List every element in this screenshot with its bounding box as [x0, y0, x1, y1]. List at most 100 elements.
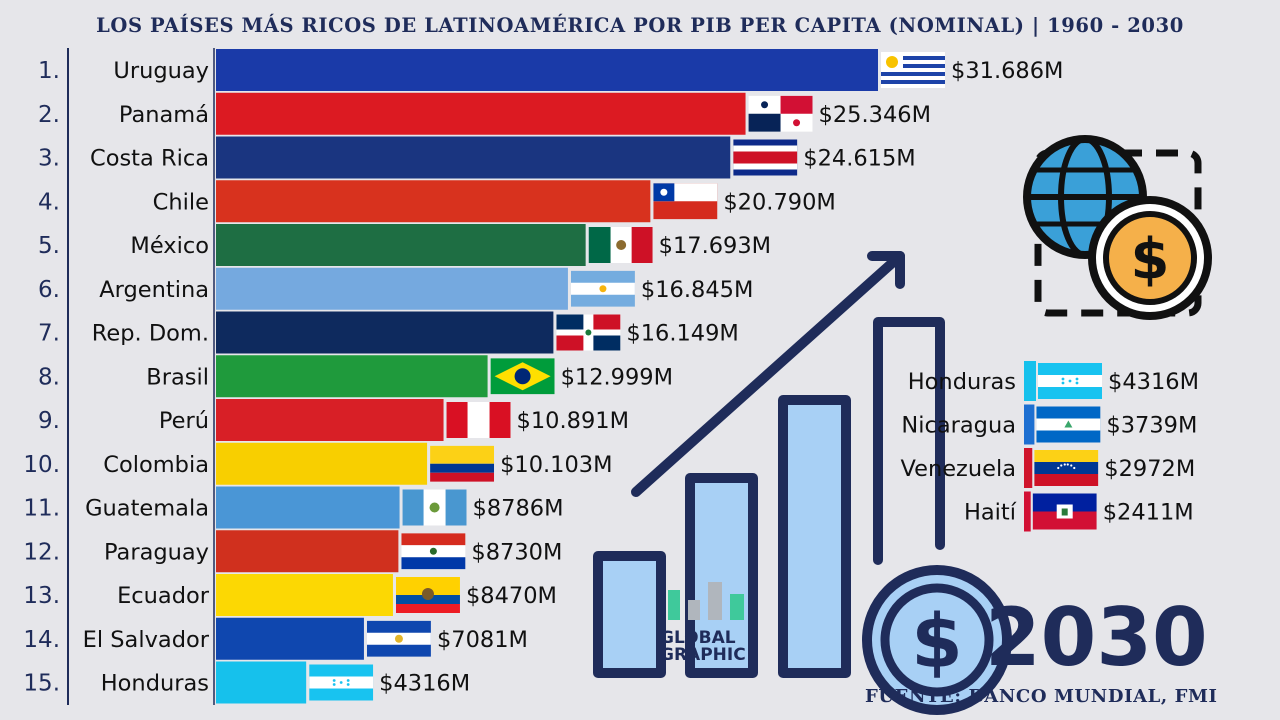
category-label-panam-: Panamá: [119, 102, 209, 128]
growth-chart-illustration: [593, 251, 945, 678]
rank-label: 8.: [38, 364, 60, 390]
chart-title: LOS PAÍSES MÁS RICOS DE LATINOAMÉRICA PO…: [96, 14, 1184, 37]
rank-label: 5.: [38, 233, 60, 259]
bar-rep-dom-: [216, 311, 554, 354]
flag-peru-icon: [446, 402, 511, 438]
category-label-colombia: Colombia: [103, 452, 209, 478]
bar-panam-: [216, 92, 746, 135]
rank-label: 13.: [23, 583, 60, 609]
category-label-guatemala: Guatemala: [85, 496, 209, 522]
flag-uruguay-icon: [881, 52, 945, 88]
bar-chile: [216, 180, 651, 223]
category-label-ecuador: Ecuador: [117, 583, 210, 609]
flag-guatemala-icon: [402, 489, 467, 526]
value-label-brasil: $12.999M: [561, 364, 673, 390]
value-label-el-salvador: $7081M: [437, 627, 528, 653]
brand-logo-icon: [668, 582, 744, 620]
category-label-chile: Chile: [153, 189, 209, 215]
illustration-bar-2: [685, 473, 758, 678]
value-label-honduras: $4316M: [379, 671, 470, 697]
brand-line-1: GLOBAL: [660, 628, 736, 648]
flag-nicaragua-icon: [1036, 406, 1101, 443]
rank-label: 6.: [38, 277, 60, 303]
rank-label: 3.: [38, 146, 60, 172]
value-label-costa-rica: $24.615M: [803, 146, 915, 172]
category-label-per-: Perú: [159, 408, 209, 434]
flag-ecuador-icon: [395, 577, 460, 613]
dollar-coin-icon: $: [862, 565, 1012, 715]
bar-m-xico: [216, 224, 586, 266]
category-label-argentina: Argentina: [99, 277, 209, 303]
secondary-bar-hait-: [1024, 491, 1031, 532]
bars-group: 1. Uruguay $31.686M 2. Panamá $25.346M 3. Costa…: [23, 49, 1063, 704]
secondary-label-nicaragua: Nicaragua: [901, 413, 1016, 439]
rank-label: 11.: [23, 496, 60, 522]
flag-panama-icon: [748, 95, 813, 132]
category-label-m-xico: México: [130, 233, 209, 259]
flag-honduras-icon: [309, 664, 374, 701]
secondary-value-nicaragua: $3739M: [1106, 413, 1197, 439]
brand-line-2: GRAPHIC: [660, 645, 746, 665]
secondary-value-venezuela: $2972M: [1104, 456, 1195, 482]
value-label-uruguay: $31.686M: [951, 58, 1063, 84]
bar-per-: [216, 399, 444, 441]
category-label-honduras: Honduras: [101, 671, 209, 697]
illustration-bar-1: [593, 551, 666, 678]
flag-colombia-icon: [430, 445, 495, 482]
secondary-value-hait-: $2411M: [1103, 500, 1194, 526]
category-label-rep-dom-: Rep. Dom.: [92, 321, 209, 347]
secondary-ranking: Honduras $4316M Nicaragua $3739M Venezuela $2…: [900, 361, 1199, 532]
secondary-label-venezuela: Venezuela: [900, 456, 1016, 482]
bar-colombia: [216, 442, 428, 485]
rank-label: 1.: [38, 58, 60, 84]
flag-chile-icon: [653, 183, 718, 220]
secondary-label-hait-: Haití: [964, 500, 1017, 526]
category-label-uruguay: Uruguay: [113, 58, 209, 84]
flag-argentina-icon: [570, 270, 635, 307]
rank-label: 9.: [38, 408, 60, 434]
year-label: 2030: [985, 591, 1208, 684]
secondary-bar-venezuela: [1024, 448, 1033, 488]
secondary-bar-nicaragua: [1024, 404, 1035, 445]
value-label-m-xico: $17.693M: [659, 233, 771, 259]
flag-brazil-icon: [490, 358, 555, 395]
flag-mexico-icon: [588, 227, 653, 263]
rank-label: 7.: [38, 321, 60, 347]
bar-honduras: [216, 661, 307, 704]
brand-logo: GLOBAL GRAPHIC: [660, 630, 746, 664]
trend-arrowhead-icon: [867, 251, 905, 289]
secondary-label-honduras: Honduras: [908, 369, 1016, 395]
svg-text:$: $: [1131, 227, 1170, 292]
secondary-value-honduras: $4316M: [1108, 369, 1199, 395]
flag-costa-rica-icon: [733, 139, 798, 176]
value-label-chile: $20.790M: [723, 189, 835, 215]
rank-label: 12.: [23, 539, 60, 565]
rank-label: 4.: [38, 189, 60, 215]
illustration-bar-3: [778, 395, 851, 678]
flag-venezuela-icon: [1034, 450, 1099, 486]
category-label-costa-rica: Costa Rica: [90, 146, 209, 172]
flag-paraguay-icon: [401, 533, 466, 570]
flag-honduras-icon: [1038, 363, 1102, 399]
rank-label: 14.: [23, 627, 60, 653]
svg-text:$: $: [911, 599, 963, 685]
value-label-panam-: $25.346M: [819, 102, 931, 128]
rank-label: 15.: [23, 671, 60, 697]
bar-costa-rica: [216, 136, 731, 179]
bar-uruguay: [216, 49, 878, 91]
category-label-brasil: Brasil: [146, 364, 209, 390]
value-label-argentina: $16.845M: [641, 277, 753, 303]
value-label-guatemala: $8786M: [473, 496, 564, 522]
flag-dominican-republic-icon: [556, 314, 621, 351]
illustration-bar-4: [873, 317, 945, 565]
rank-label: 10.: [23, 452, 60, 478]
bar-argentina: [216, 267, 568, 310]
bar-el-salvador: [216, 617, 364, 660]
category-label-el-salvador: El Salvador: [83, 627, 210, 653]
flag-el-salvador-icon: [366, 620, 431, 657]
value-label-paraguay: $8730M: [471, 539, 562, 565]
bar-brasil: [216, 355, 488, 398]
secondary-bar-honduras: [1024, 361, 1036, 401]
category-label-paraguay: Paraguay: [104, 539, 209, 565]
